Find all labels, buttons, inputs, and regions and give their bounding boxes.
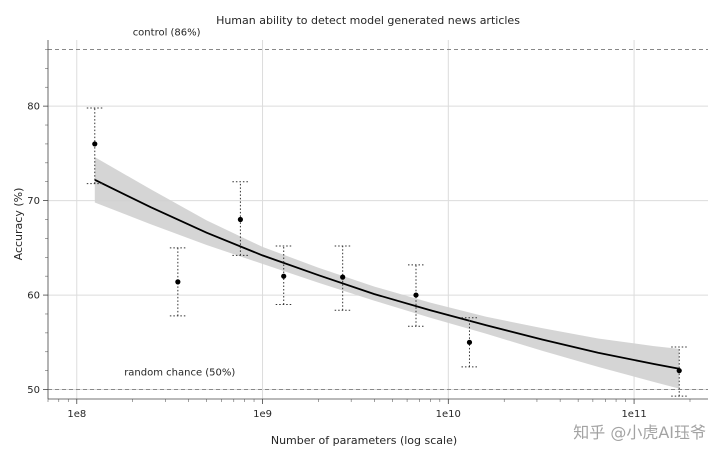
y-tick-label: 70 bbox=[27, 196, 40, 207]
x-tick-label: 1e10 bbox=[436, 409, 461, 420]
data-point bbox=[466, 339, 473, 345]
y-axis-label: Accuracy (%) bbox=[12, 188, 25, 261]
y-tick-label: 80 bbox=[27, 102, 40, 113]
x-tick-label: 1e9 bbox=[253, 409, 272, 420]
data-point bbox=[281, 273, 287, 279]
fit-curve-group bbox=[94, 178, 680, 370]
confidence-band bbox=[94, 157, 680, 389]
x-tick-label: 1e8 bbox=[67, 409, 86, 420]
reference-line-label: control (86%) bbox=[133, 27, 201, 38]
data-point bbox=[413, 292, 419, 298]
data-point bbox=[175, 279, 181, 285]
data-point bbox=[340, 274, 346, 280]
data-point bbox=[676, 368, 682, 374]
x-tick-label: 1e11 bbox=[621, 409, 646, 420]
fit-curve bbox=[94, 178, 680, 370]
y-tick-label: 50 bbox=[27, 385, 40, 396]
chart-title: Human ability to detect model generated … bbox=[216, 14, 520, 27]
reference-line-label: random chance (50%) bbox=[124, 368, 235, 379]
x-axis-label: Number of parameters (log scale) bbox=[271, 434, 457, 447]
data-point bbox=[237, 216, 244, 223]
confidence-band-group bbox=[94, 157, 680, 389]
reference-lines-group: control (86%) random chance (50%) bbox=[48, 27, 708, 391]
data-point bbox=[92, 141, 98, 147]
watermark-text: 知乎 @小虎AI珏爷 bbox=[573, 423, 706, 442]
data-points-group bbox=[92, 141, 682, 374]
axes-group: 1e8 1e9 1e10 1e11 50 60 70 80 bbox=[27, 40, 708, 420]
y-tick-label: 60 bbox=[27, 291, 40, 302]
